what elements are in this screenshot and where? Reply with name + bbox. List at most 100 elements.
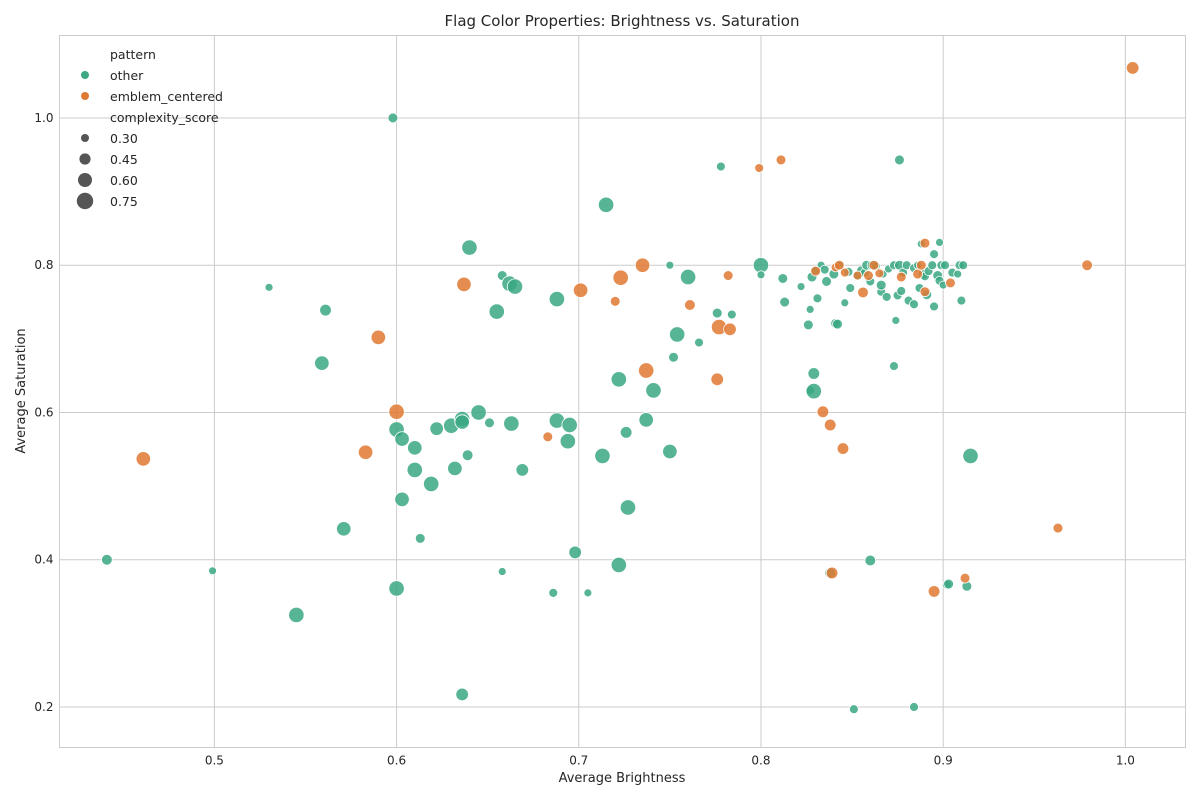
data-point	[594, 447, 611, 465]
data-point	[1052, 522, 1064, 534]
data-point	[662, 443, 678, 460]
data-point	[610, 371, 627, 388]
data-point	[423, 475, 440, 493]
legend-marker-emblem-centered	[81, 92, 89, 100]
data-point	[912, 268, 923, 280]
legend-size-marker-075	[76, 192, 94, 210]
data-point	[515, 463, 530, 477]
y-tick-label: 0.6	[34, 405, 53, 419]
data-point	[754, 163, 765, 173]
legend-size-marker-045	[79, 153, 91, 165]
data-point	[638, 412, 654, 428]
data-point	[455, 687, 469, 702]
data-points	[101, 61, 1140, 715]
data-point	[456, 276, 472, 293]
data-point	[669, 326, 686, 343]
data-point	[387, 112, 399, 124]
data-point	[875, 279, 887, 291]
x-tick-label: 0.9	[934, 754, 953, 768]
data-point	[679, 268, 697, 286]
data-point	[945, 277, 956, 289]
data-point	[894, 154, 905, 166]
data-point	[610, 556, 627, 574]
x-axis-label: Average Brightness	[559, 771, 686, 786]
legend: pattern other emblem_centered complexity…	[76, 47, 223, 210]
data-point	[208, 566, 217, 576]
data-point	[943, 578, 954, 590]
data-point	[929, 249, 939, 260]
legend-marker-other	[81, 71, 89, 79]
data-point	[314, 355, 330, 371]
data-point	[756, 270, 766, 280]
data-point	[723, 322, 737, 337]
data-point	[357, 444, 374, 460]
data-point	[777, 273, 789, 284]
data-point	[597, 196, 615, 213]
data-point	[548, 588, 559, 598]
data-point	[561, 416, 578, 434]
series-emblem-centered	[135, 61, 1140, 598]
data-point	[101, 553, 113, 566]
data-point	[819, 264, 830, 275]
data-point	[857, 286, 869, 299]
data-point	[810, 265, 821, 277]
x-tick-label: 0.6	[387, 754, 406, 768]
y-tick-label: 1.0	[34, 111, 53, 125]
data-point	[956, 295, 967, 306]
data-point	[807, 367, 821, 380]
data-point	[388, 403, 405, 420]
data-point	[805, 305, 815, 314]
data-point	[694, 337, 704, 348]
data-point	[414, 533, 426, 544]
data-point	[503, 415, 520, 432]
data-point	[845, 283, 856, 293]
x-tick-label: 1.0	[1116, 754, 1135, 768]
data-point	[919, 286, 931, 298]
legend-label-emblem-centered: emblem_centered	[110, 89, 223, 104]
data-point	[319, 303, 332, 317]
data-point	[863, 270, 874, 281]
data-point	[812, 293, 823, 304]
data-point	[825, 566, 839, 580]
data-point	[779, 296, 790, 308]
data-point	[852, 270, 863, 281]
data-point	[506, 278, 524, 295]
data-point	[832, 318, 843, 330]
y-axis-label: Average Saturation	[14, 328, 29, 453]
legend-size-marker-030	[81, 134, 89, 142]
y-tick-labels: 0.2 0.4 0.6 0.8 1.0	[34, 111, 53, 714]
legend-size-label-030: 0.30	[110, 131, 138, 146]
data-point	[726, 309, 737, 320]
data-point	[836, 442, 850, 455]
data-point	[619, 499, 637, 516]
data-point	[929, 301, 939, 312]
data-point	[953, 269, 963, 279]
data-point	[461, 239, 478, 256]
data-point	[896, 286, 907, 296]
y-tick-label: 0.2	[34, 700, 53, 714]
data-point	[288, 606, 305, 624]
data-point	[816, 405, 830, 419]
data-point	[711, 307, 723, 319]
data-point	[803, 319, 814, 331]
data-point	[484, 417, 495, 429]
grid-lines	[59, 35, 1186, 748]
data-point	[962, 447, 979, 465]
data-point	[833, 259, 845, 271]
data-point	[619, 426, 633, 439]
data-point	[447, 460, 463, 477]
data-point	[839, 267, 850, 278]
data-point	[429, 421, 444, 436]
legend-size-title: complexity_score	[110, 110, 219, 125]
data-point	[370, 329, 387, 346]
data-point	[958, 260, 969, 271]
data-point	[488, 303, 505, 320]
y-tick-label: 0.8	[34, 258, 53, 272]
data-point	[935, 237, 944, 247]
legend-size-marker-060	[78, 173, 92, 187]
data-point	[775, 154, 787, 166]
data-point	[388, 580, 405, 597]
data-point	[874, 268, 885, 279]
data-point	[710, 372, 724, 387]
